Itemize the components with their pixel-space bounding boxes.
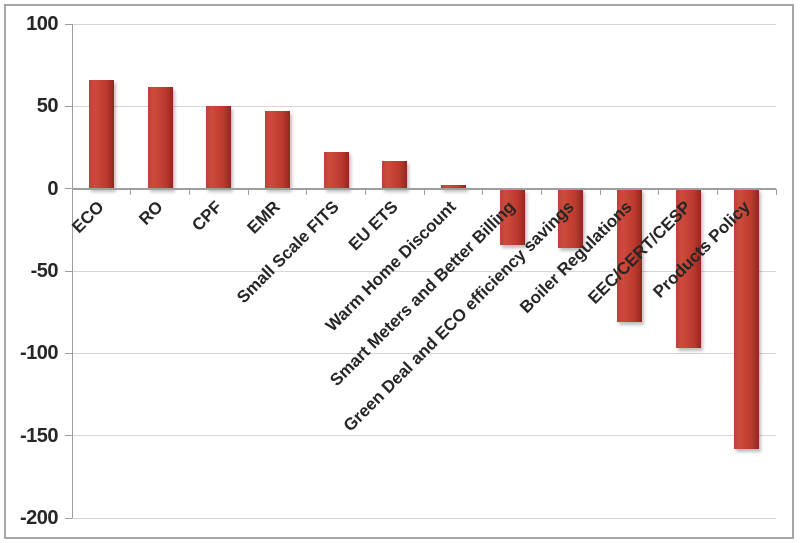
y-tick-label: -50 bbox=[30, 260, 59, 282]
gridline bbox=[72, 23, 776, 25]
bar-ro bbox=[147, 86, 173, 189]
y-tick-label: 50 bbox=[36, 95, 59, 118]
y-tick-label: -100 bbox=[19, 342, 59, 365]
x-axis-line bbox=[72, 188, 776, 191]
y-tick-label: 100 bbox=[26, 13, 58, 35]
y-tick-label: -150 bbox=[19, 424, 59, 447]
gridline bbox=[72, 517, 776, 519]
bar-small-scale-fits bbox=[323, 152, 349, 189]
bar-products-policy bbox=[734, 188, 760, 449]
bar-eec-cert-cesp bbox=[675, 188, 701, 349]
x-axis-tick bbox=[306, 188, 308, 195]
x-axis-tick bbox=[188, 188, 190, 195]
gridline bbox=[72, 105, 776, 107]
x-axis-tick bbox=[482, 188, 484, 195]
gridline bbox=[72, 352, 776, 354]
x-axis-tick bbox=[71, 188, 73, 195]
y-axis-line bbox=[72, 24, 73, 518]
bar-cpf bbox=[206, 106, 232, 189]
gridline bbox=[72, 435, 776, 437]
y-axis-tick bbox=[65, 352, 72, 354]
y-axis-tick bbox=[65, 435, 72, 437]
x-axis-tick bbox=[775, 188, 777, 195]
bar-boiler-regulations bbox=[616, 188, 642, 323]
x-axis-tick bbox=[130, 188, 132, 195]
y-axis-tick bbox=[65, 105, 72, 107]
x-axis-tick bbox=[364, 188, 366, 195]
y-tick-label: -200 bbox=[19, 507, 59, 529]
y-tick-label: 0 bbox=[47, 177, 58, 200]
x-axis-tick bbox=[247, 188, 249, 195]
y-axis-tick bbox=[65, 517, 72, 519]
bar-emr bbox=[264, 111, 290, 189]
x-axis-tick bbox=[716, 188, 718, 195]
y-axis-tick bbox=[65, 188, 72, 190]
x-axis-tick bbox=[423, 188, 425, 195]
gridline bbox=[72, 270, 776, 272]
y-axis-tick bbox=[65, 270, 72, 272]
bar-eco bbox=[88, 79, 114, 189]
x-axis-tick bbox=[599, 188, 601, 195]
bar-warm-home-discount bbox=[440, 185, 466, 189]
x-axis-tick bbox=[658, 188, 660, 195]
bar-green-deal-and-eco-efficiency-savings bbox=[558, 188, 584, 248]
x-axis-tick bbox=[540, 188, 542, 195]
bar-eu-ets bbox=[382, 160, 408, 189]
bar-smart-meters-and-better-billing bbox=[499, 188, 525, 245]
y-axis-tick bbox=[65, 23, 72, 25]
